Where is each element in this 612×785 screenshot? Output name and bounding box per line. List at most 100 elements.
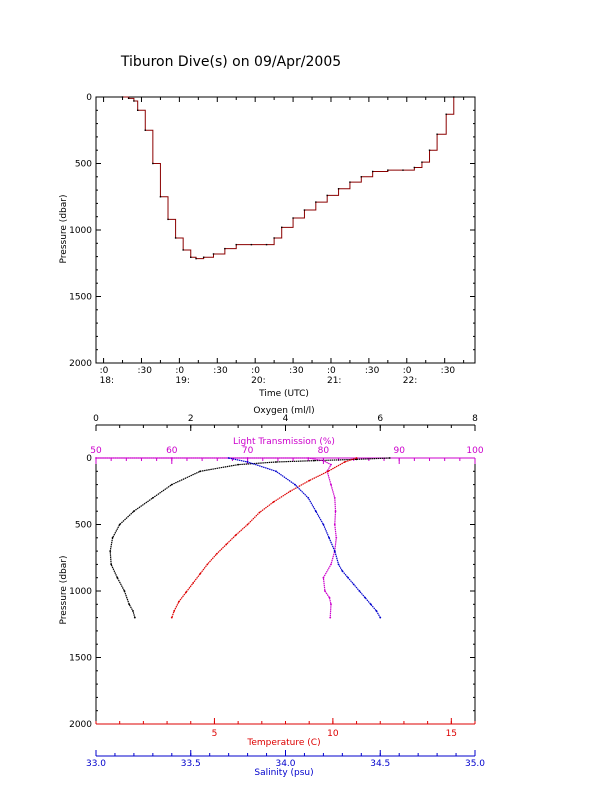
temperature-point [272, 500, 275, 503]
temperature-point [308, 479, 311, 482]
light_transmission-point [330, 483, 332, 486]
temperature-point [225, 543, 228, 546]
salinity-point [341, 570, 344, 572]
oxygen-point [111, 536, 114, 539]
temperature-point [258, 511, 261, 514]
y-tick-label: 1500 [69, 293, 92, 303]
temperature-point [178, 600, 180, 603]
temperature-tick-label: 15 [446, 729, 457, 739]
salinity-point [375, 610, 378, 612]
temperature-point [173, 610, 176, 612]
light_transmission-tick-label: 60 [166, 446, 178, 456]
chart-title: Tiburon Dive(s) on 09/Apr/2005 [120, 54, 341, 70]
salinity-point [307, 497, 310, 499]
x-tick-label-minute: :30 [365, 366, 380, 376]
light_transmission-point [334, 510, 337, 513]
oxygen-point [133, 510, 135, 513]
light_transmission-point [335, 536, 338, 539]
temperature-point [192, 582, 195, 584]
salinity-tick-label: 34.0 [275, 759, 295, 769]
oxygen-point [199, 470, 202, 473]
oxygen-profile-line [109, 457, 390, 618]
dive-point [303, 209, 306, 211]
salinity-point [294, 483, 296, 486]
x-tick-label-minute: :0 [100, 366, 109, 376]
dive-point [360, 176, 362, 178]
oxygen-tick-label: 4 [283, 414, 289, 424]
dive-point [453, 96, 455, 98]
x-tick-label-hour: 18: [100, 376, 114, 386]
dive-point [349, 181, 351, 183]
dive-profile-y-axis-label: Pressure (dbar) [59, 195, 69, 264]
dive-point [421, 161, 423, 163]
temperature-tick-label: 10 [327, 729, 339, 739]
oxygen-point [170, 483, 173, 486]
dive-point [144, 129, 146, 131]
salinity-axis: 33.0 33.5 34.0 34.5 35.0 [86, 750, 485, 769]
light_transmission-point [330, 463, 332, 466]
oxygen-tick-label: 0 [93, 414, 99, 424]
salinity-tick-label: 33.0 [86, 759, 106, 769]
dive-point [127, 97, 130, 100]
y-tick-label: 0 [86, 93, 92, 103]
x-tick-label-minute: :0 [327, 366, 336, 376]
salinity-point [275, 470, 277, 473]
light_transmission-point [333, 523, 336, 526]
dive-point [152, 162, 154, 165]
temperature-point [289, 490, 292, 493]
dive-point [250, 243, 253, 246]
dive-point [387, 169, 389, 171]
y-tick-label: 1000 [69, 587, 92, 597]
light-transmission-axis: 50 60 70 80 90 100 [90, 446, 484, 464]
light_transmission-tick-label: 80 [318, 446, 330, 456]
temperature-point [206, 563, 209, 566]
light_transmission-tick-label: 90 [393, 446, 405, 456]
light_transmission-point [324, 590, 326, 592]
light_transmission-point [170, 457, 173, 459]
ctd-series [95, 457, 391, 619]
light_transmission-point [322, 576, 325, 579]
salinity-point [364, 596, 366, 599]
x-tick-label-minute: :0 [251, 366, 260, 376]
oxygen-axis: 0 2 4 6 8 [93, 414, 478, 431]
dive-point [182, 249, 184, 251]
dive-point [190, 256, 192, 258]
dive-point [428, 149, 431, 151]
x-tick-label-hour: 20: [251, 376, 265, 386]
dive-point [265, 243, 268, 246]
light_transmission-point [322, 459, 325, 462]
oxygen-point [109, 550, 112, 552]
dive-point [445, 113, 447, 115]
salinity-point [358, 590, 361, 592]
light_transmission-point [307, 457, 310, 459]
dive-point [224, 247, 226, 250]
salinity-tick-label: 35.0 [465, 759, 485, 769]
ctd-profile-chart: 0 500 1000 1500 2000 0 2 4 6 8 Oxygen (ml/l) 50 6… [59, 406, 485, 778]
salinity-point [246, 461, 249, 463]
x-tick-label-minute: :30 [441, 366, 456, 376]
salinity-point [379, 616, 382, 619]
dive-profile-x-ticks: :018::30:019::30:020::30:021::30:022::30 [100, 97, 465, 386]
dive-point [167, 218, 169, 221]
y-tick-label: 2000 [69, 359, 92, 369]
x-tick-label-hour: 19: [175, 376, 189, 386]
light_transmission-point [328, 596, 331, 599]
oxygen-point [128, 603, 131, 606]
salinity-point [314, 510, 317, 513]
light_transmission-point [329, 616, 332, 619]
temperature-point [199, 572, 202, 575]
temperature-point [327, 470, 330, 473]
oxygen-point [110, 563, 113, 566]
salinity-tick-label: 33.5 [181, 759, 201, 769]
ctd-y-ticks: 0 500 1000 1500 2000 [69, 454, 475, 730]
light_transmission-point [330, 563, 332, 566]
oxygen-tick-label: 8 [472, 414, 478, 424]
dive-point [235, 243, 237, 246]
y-tick-label: 1500 [69, 654, 92, 664]
dive-point [413, 166, 416, 169]
oxygen-point [355, 458, 358, 461]
x-tick-label-minute: :0 [403, 366, 412, 376]
light-transmission-axis-label: Light Transmission (%) [233, 437, 335, 447]
